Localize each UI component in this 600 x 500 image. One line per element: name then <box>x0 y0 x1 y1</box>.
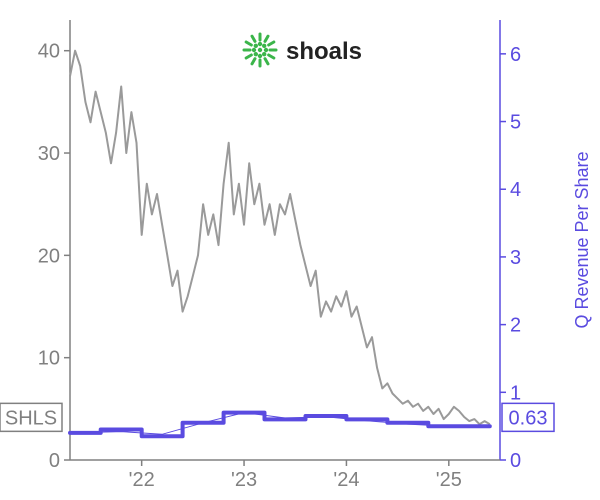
y-tick-left: 10 <box>38 348 60 370</box>
chart-svg: 0 10 20 30 40 0 1 2 3 4 5 6 Q Revenue Per Share '22 '2… <box>0 0 600 500</box>
logo-text: shoals <box>286 38 362 65</box>
x-tick: '23 <box>231 469 257 491</box>
y-tick-left: 20 <box>38 245 60 267</box>
y-tick-right: 3 <box>510 247 521 269</box>
y-tick-right: 5 <box>510 112 521 134</box>
y-tick-right: 2 <box>510 315 521 337</box>
y-axis-right-label: Q Revenue Per Share <box>572 151 592 328</box>
y-tick-right: 6 <box>510 44 521 66</box>
stock-chart: 0 10 20 30 40 0 1 2 3 4 5 6 Q Revenue Per Share '22 '2… <box>0 0 600 500</box>
x-tick: '22 <box>129 469 155 491</box>
y-tick-right: 1 <box>510 382 521 404</box>
y-tick-left: 0 <box>49 450 60 472</box>
x-tick: '25 <box>436 469 462 491</box>
x-tick: '24 <box>333 469 359 491</box>
y-tick-right: 0 <box>510 450 521 472</box>
y-tick-left: 40 <box>38 41 60 63</box>
y-tick-right: 4 <box>510 179 521 201</box>
value-label: 0.63 <box>509 407 548 429</box>
y-tick-left: 30 <box>38 143 60 165</box>
ticker-label: SHLS <box>5 407 57 429</box>
